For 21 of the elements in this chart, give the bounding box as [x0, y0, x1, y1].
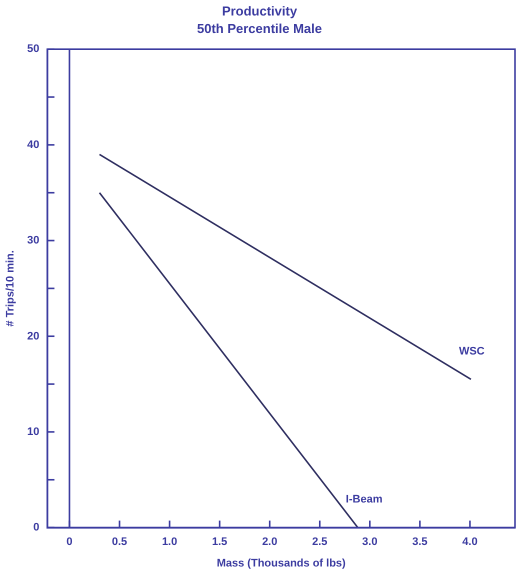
x-tick-label: 0 [66, 536, 73, 548]
x-tick-label: 0.5 [112, 536, 128, 548]
x-tick-label: 2.0 [262, 536, 278, 548]
series-label: WSC [458, 345, 485, 358]
y-tick-label: 50 [27, 43, 40, 56]
x-axis-title: Mass (Thousands of lbs) [216, 557, 346, 570]
y-tick-label: 10 [27, 426, 40, 438]
x-tick-label: 3.5 [412, 536, 428, 548]
x-tick-label: 1.0 [162, 536, 178, 548]
y-tick-label: 40 [27, 138, 40, 151]
x-tick-label: 4.0 [462, 536, 478, 548]
chart-title: Productivity [222, 3, 298, 18]
y-tick-label: 0 [33, 522, 40, 534]
series-label: I-Beam [346, 494, 383, 506]
x-tick-label: 2.5 [312, 536, 328, 548]
y-tick-label: 20 [27, 330, 40, 342]
chart-subtitle: 50th Percentile Male [197, 20, 322, 36]
x-tick-label: 3.0 [362, 536, 378, 548]
y-axis-title: # Trips/10 min. [4, 250, 17, 327]
x-tick-label: 1.5 [212, 536, 228, 548]
y-tick-label: 30 [27, 234, 40, 247]
